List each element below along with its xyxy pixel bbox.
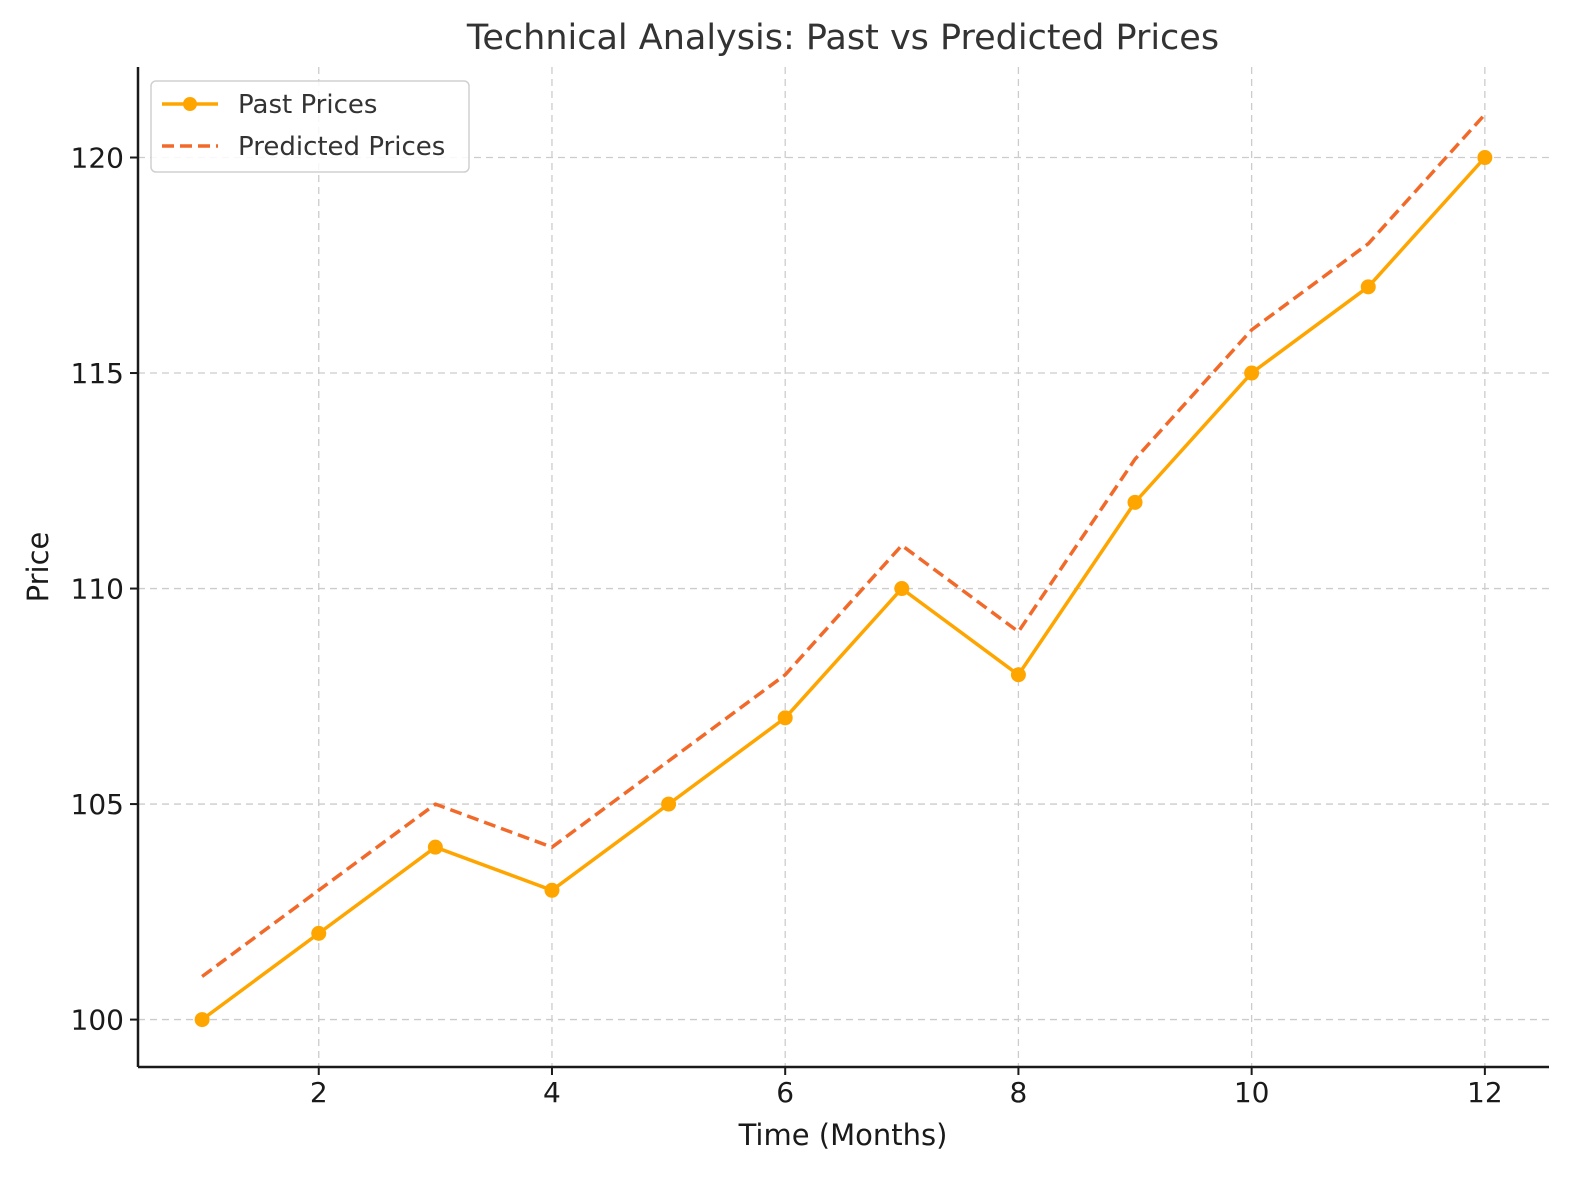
y-tick-label: 115 <box>71 357 124 390</box>
x-tick-label: 6 <box>776 1076 794 1109</box>
data-point-past-prices <box>1360 279 1376 295</box>
legend: Past Prices Predicted Prices <box>150 80 470 173</box>
y-axis-label: Price <box>21 532 55 603</box>
data-point-past-prices <box>1244 365 1260 381</box>
x-tick-label: 2 <box>310 1076 328 1109</box>
data-point-past-prices <box>661 796 677 812</box>
legend-label-predicted-prices: Predicted Prices <box>238 132 445 162</box>
axes <box>136 67 1549 1069</box>
ticks: 2 4 6 8 10 12 100 105 110 115 120 <box>71 142 1503 1109</box>
data-point-past-prices <box>427 839 443 855</box>
y-tick-label: 105 <box>71 788 124 821</box>
x-tick-label: 8 <box>1010 1076 1028 1109</box>
y-tick-label: 120 <box>71 142 124 175</box>
x-tick-label: 10 <box>1234 1076 1270 1109</box>
legend-frame <box>150 80 470 173</box>
x-tick-label: 12 <box>1467 1076 1503 1109</box>
x-axis-label: Time (Months) <box>738 1118 948 1152</box>
legend-label-past-prices: Past Prices <box>238 90 377 120</box>
series-line-past-prices <box>201 156 1487 1022</box>
data-point-past-prices <box>1477 150 1493 166</box>
grid <box>138 67 1549 1067</box>
y-tick-label: 100 <box>71 1004 124 1037</box>
chart-title: Technical Analysis: Past vs Predicted Pr… <box>466 18 1219 58</box>
series-line-predicted-prices <box>201 113 1487 978</box>
data-point-past-prices <box>894 581 910 597</box>
data-point-past-prices <box>1127 494 1143 510</box>
data-point-past-prices <box>777 710 793 726</box>
y-tick-label: 110 <box>71 573 124 606</box>
data-point-past-prices <box>544 882 560 898</box>
data-point-past-prices <box>194 1012 210 1028</box>
data-point-past-prices <box>1010 667 1026 683</box>
legend-marker-past-prices <box>183 97 197 111</box>
data-point-past-prices <box>311 925 327 941</box>
x-tick-label: 4 <box>543 1076 561 1109</box>
plot-series <box>194 113 1493 1028</box>
